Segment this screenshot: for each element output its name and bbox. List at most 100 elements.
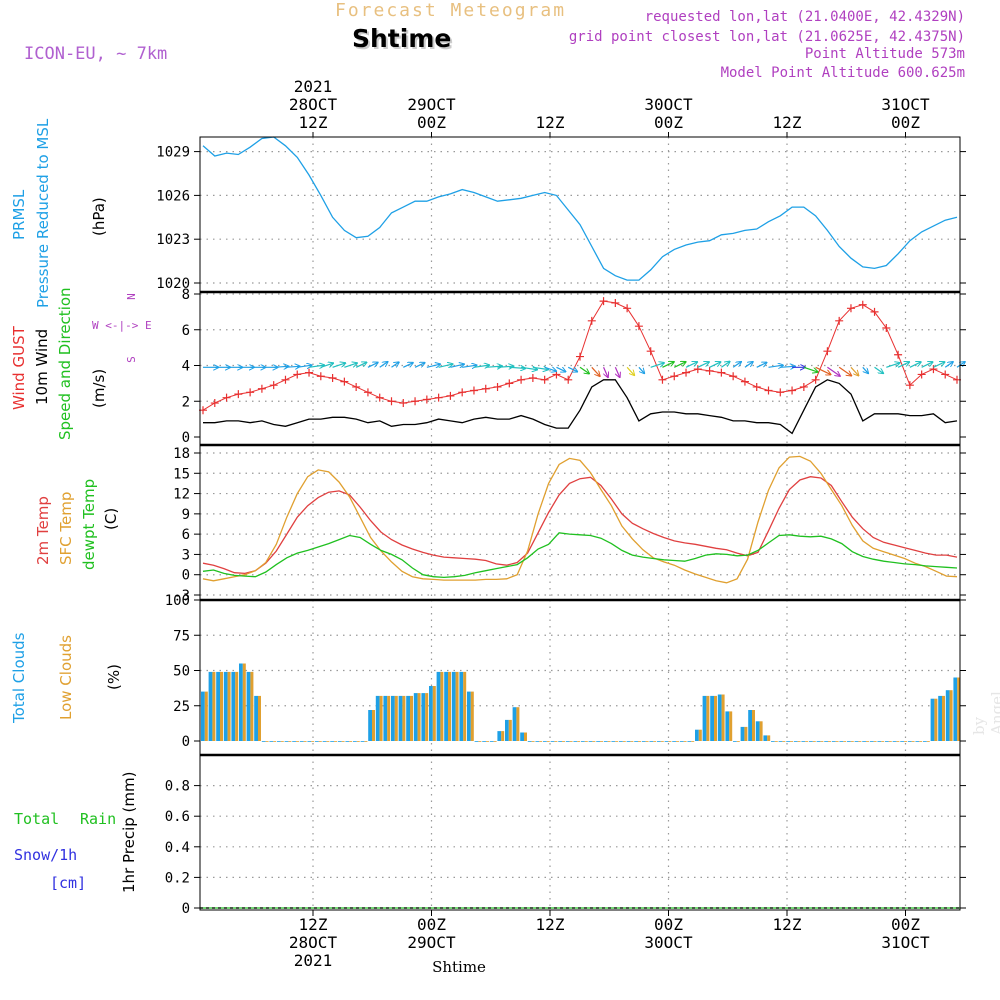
gust-marker: [246, 388, 255, 397]
y-tick-label: 2: [182, 394, 190, 410]
wind-arrow: [332, 363, 346, 368]
bar-low-clouds: [455, 671, 459, 741]
place-name: Shtime: [352, 24, 452, 53]
wind-arrow: [579, 366, 589, 373]
bar-low-clouds: [569, 741, 573, 742]
gust-marker: [540, 375, 549, 384]
time-label-top: 00Z: [654, 113, 683, 132]
wind-arrow: [933, 362, 944, 368]
bar-total-clouds: [847, 741, 851, 742]
bar-low-clouds: [326, 741, 330, 742]
gust-marker: [705, 366, 714, 375]
bar-low-clouds: [843, 741, 847, 742]
y-tick-label: 3: [182, 547, 190, 563]
gust-marker: [399, 399, 408, 408]
wind-arrow: [462, 365, 476, 367]
series-dewpt-temp: [202, 532, 958, 579]
time-label-top: 30OCT: [644, 95, 693, 114]
wind-arrow: [320, 363, 333, 368]
bar-low-clouds: [463, 671, 467, 741]
bar-total-clouds: [877, 741, 882, 742]
wind-arrow: [709, 362, 721, 368]
y-tick-label: 0.4: [165, 840, 190, 856]
label-snow-unit: [cm]: [50, 874, 87, 892]
wind-arrow: [603, 367, 608, 377]
gust-marker: [222, 393, 231, 402]
bar-total-clouds: [315, 741, 319, 742]
wind-arrow: [850, 366, 858, 375]
series-sfc-temp: [202, 455, 958, 584]
bar-total-clouds: [391, 695, 395, 741]
gust-marker: [316, 372, 325, 381]
wind-arrow: [685, 362, 697, 368]
bar-low-clouds: [721, 694, 725, 741]
bar-low-clouds: [797, 741, 801, 742]
wind-arrow: [921, 362, 933, 368]
wind-arrow: [721, 362, 729, 368]
y-tick-label: 1026: [156, 188, 190, 204]
wind-arrow: [497, 366, 514, 367]
bar-total-clouds: [223, 671, 228, 741]
gust-marker: [776, 388, 785, 397]
gust-marker: [917, 370, 926, 379]
wind-arrow: [768, 365, 783, 367]
gust-marker: [269, 381, 278, 390]
bar-low-clouds: [425, 693, 429, 741]
time-label-bottom: 28OCT: [289, 933, 338, 952]
gust-marker: [293, 370, 302, 379]
bar-total-clouds: [748, 710, 752, 741]
label-snow: Snow/1h: [14, 846, 78, 864]
y-tick-label: 6: [182, 527, 190, 543]
gust-marker: [729, 372, 738, 381]
gust-marker: [564, 375, 573, 384]
gust-marker: [257, 384, 266, 393]
bar-total-clouds: [953, 677, 958, 741]
y-tick-label: -3: [173, 588, 190, 604]
bar-low-clouds: [242, 663, 246, 741]
bar-low-clouds: [478, 741, 482, 742]
bar-low-clouds: [273, 741, 277, 742]
model-name: ICON-EU, ~ 7km: [24, 44, 168, 64]
wind-arrow: [414, 363, 425, 368]
wind-arrow: [367, 363, 378, 368]
y-tick-label: 0: [182, 901, 190, 917]
bar-total-clouds: [923, 741, 927, 742]
bar-total-clouds: [657, 741, 661, 742]
gust-marker: [764, 386, 773, 395]
time-label-top: 00Z: [417, 113, 446, 132]
wind-arrow: [956, 362, 965, 368]
footer-place: Shtime: [432, 958, 486, 976]
bar-low-clouds: [774, 741, 778, 742]
gust-marker: [905, 381, 914, 390]
series-10m-wind: [203, 379, 958, 435]
bar-total-clouds: [550, 741, 555, 742]
y-tick-label: 8: [182, 287, 190, 303]
bar-total-clouds: [687, 741, 692, 742]
gust-marker: [717, 368, 726, 377]
bar-low-clouds: [638, 741, 641, 742]
panel-frame: [199, 754, 961, 911]
bar-low-clouds: [607, 741, 611, 742]
bar-low-clouds: [486, 741, 489, 742]
bar-low-clouds: [858, 741, 862, 742]
bar-low-clouds: [341, 741, 345, 742]
wind-arrow: [473, 365, 489, 367]
bar-total-clouds: [854, 741, 859, 742]
bar-total-clouds: [869, 741, 874, 742]
bar-low-clouds: [334, 741, 337, 742]
bar-low-clouds: [220, 671, 223, 741]
bar-total-clouds: [816, 741, 821, 742]
wind-arrow: [379, 362, 388, 368]
bar-total-clouds: [216, 671, 220, 741]
bar-total-clouds: [839, 741, 844, 742]
time-label-top: 28OCT: [289, 95, 338, 114]
panel-frame: [199, 444, 961, 601]
time-label-bottom: 00Z: [417, 915, 446, 934]
gust-marker: [469, 386, 478, 395]
gust-marker: [823, 347, 832, 356]
bar-low-clouds: [417, 693, 421, 741]
bar-low-clouds: [873, 741, 877, 742]
gust-marker: [799, 382, 808, 391]
bar-total-clouds: [626, 741, 631, 742]
panel-frame: [199, 599, 961, 756]
